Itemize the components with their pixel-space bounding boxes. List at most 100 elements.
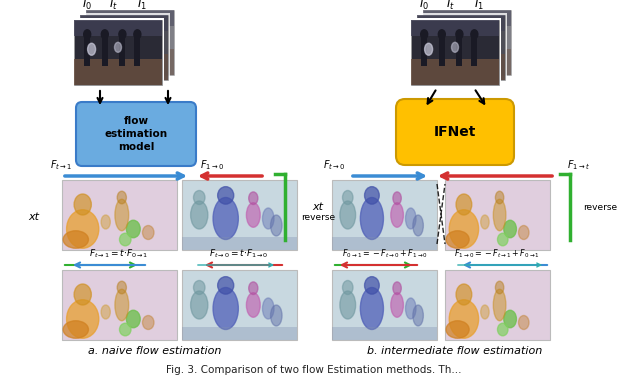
FancyBboxPatch shape: [427, 31, 433, 60]
Ellipse shape: [463, 32, 470, 42]
FancyBboxPatch shape: [423, 10, 511, 26]
FancyBboxPatch shape: [332, 180, 437, 250]
Ellipse shape: [340, 201, 355, 229]
FancyBboxPatch shape: [141, 31, 146, 60]
Ellipse shape: [101, 30, 108, 39]
Ellipse shape: [119, 323, 131, 336]
Text: $I_0$: $I_0$: [419, 0, 429, 12]
FancyBboxPatch shape: [477, 31, 484, 60]
Ellipse shape: [191, 201, 208, 229]
Ellipse shape: [483, 20, 490, 29]
Text: $F_{t{\rightarrow}1}=t{\cdot}F_{0{\rightarrow}1}$: $F_{t{\rightarrow}1}=t{\cdot}F_{0{\right…: [89, 248, 149, 261]
FancyBboxPatch shape: [417, 54, 505, 80]
FancyBboxPatch shape: [468, 26, 474, 55]
Ellipse shape: [94, 38, 102, 50]
Ellipse shape: [101, 215, 111, 229]
Ellipse shape: [364, 277, 379, 294]
FancyBboxPatch shape: [445, 180, 550, 250]
Ellipse shape: [425, 43, 433, 55]
Text: flow
estimation
model: flow estimation model: [104, 116, 168, 152]
Ellipse shape: [360, 198, 384, 239]
Ellipse shape: [431, 38, 438, 50]
Text: $I_t$: $I_t$: [109, 0, 117, 12]
Ellipse shape: [101, 305, 111, 319]
Ellipse shape: [143, 225, 154, 239]
FancyBboxPatch shape: [131, 26, 138, 55]
FancyBboxPatch shape: [417, 15, 505, 80]
FancyBboxPatch shape: [80, 54, 168, 80]
FancyBboxPatch shape: [84, 36, 90, 65]
Ellipse shape: [193, 190, 205, 204]
Ellipse shape: [519, 225, 529, 239]
Ellipse shape: [446, 321, 469, 338]
Ellipse shape: [126, 32, 134, 42]
FancyBboxPatch shape: [62, 180, 177, 250]
Ellipse shape: [450, 20, 457, 29]
Ellipse shape: [406, 298, 416, 319]
Ellipse shape: [67, 210, 99, 248]
Ellipse shape: [497, 323, 508, 336]
FancyBboxPatch shape: [72, 18, 164, 87]
Ellipse shape: [249, 282, 258, 294]
Ellipse shape: [480, 215, 489, 229]
FancyBboxPatch shape: [86, 49, 174, 75]
Ellipse shape: [249, 192, 258, 204]
Ellipse shape: [458, 37, 465, 47]
FancyBboxPatch shape: [423, 49, 511, 75]
Ellipse shape: [117, 281, 126, 294]
Ellipse shape: [107, 25, 114, 34]
Ellipse shape: [391, 203, 403, 227]
Ellipse shape: [74, 284, 91, 305]
Ellipse shape: [462, 25, 469, 34]
Ellipse shape: [456, 284, 472, 305]
Text: reverse: reverse: [301, 213, 335, 222]
FancyBboxPatch shape: [102, 36, 108, 65]
FancyBboxPatch shape: [74, 20, 162, 36]
Text: $I_t$: $I_t$: [445, 0, 455, 12]
Ellipse shape: [456, 30, 463, 39]
FancyBboxPatch shape: [411, 59, 499, 85]
Text: $F_{1{\rightarrow}t}$: $F_{1{\rightarrow}t}$: [567, 158, 590, 172]
Text: b. intermediate flow estimation: b. intermediate flow estimation: [367, 346, 543, 356]
Ellipse shape: [413, 215, 423, 236]
Text: $F_{0{\rightarrow}1}=-F_{t{\rightarrow}0}+F_{1{\rightarrow}0}$: $F_{0{\rightarrow}1}=-F_{t{\rightarrow}0…: [342, 248, 428, 261]
FancyBboxPatch shape: [126, 31, 131, 60]
FancyBboxPatch shape: [415, 13, 507, 82]
Ellipse shape: [452, 42, 458, 52]
FancyBboxPatch shape: [332, 238, 437, 250]
Ellipse shape: [263, 298, 274, 319]
Ellipse shape: [494, 199, 506, 231]
Ellipse shape: [406, 208, 416, 229]
Ellipse shape: [140, 25, 147, 34]
FancyBboxPatch shape: [332, 328, 437, 340]
Ellipse shape: [218, 277, 234, 294]
FancyBboxPatch shape: [484, 26, 489, 55]
Ellipse shape: [449, 210, 479, 248]
Ellipse shape: [480, 305, 489, 319]
Ellipse shape: [126, 220, 140, 238]
Ellipse shape: [246, 293, 260, 317]
Ellipse shape: [477, 25, 484, 34]
Ellipse shape: [63, 231, 89, 248]
Ellipse shape: [126, 310, 140, 328]
Ellipse shape: [456, 194, 472, 215]
Ellipse shape: [519, 315, 529, 329]
FancyBboxPatch shape: [423, 10, 511, 75]
FancyBboxPatch shape: [411, 20, 499, 85]
Ellipse shape: [426, 25, 434, 34]
Ellipse shape: [446, 231, 469, 248]
Ellipse shape: [67, 300, 99, 338]
FancyBboxPatch shape: [182, 270, 297, 340]
FancyBboxPatch shape: [74, 20, 162, 85]
Ellipse shape: [119, 30, 126, 39]
Ellipse shape: [117, 191, 126, 204]
FancyBboxPatch shape: [119, 36, 126, 65]
FancyBboxPatch shape: [90, 31, 96, 60]
Ellipse shape: [119, 233, 131, 246]
Text: reverse: reverse: [583, 203, 617, 212]
FancyBboxPatch shape: [417, 15, 505, 31]
Ellipse shape: [433, 20, 440, 29]
Ellipse shape: [74, 194, 91, 215]
FancyBboxPatch shape: [146, 26, 153, 55]
Ellipse shape: [146, 20, 153, 29]
